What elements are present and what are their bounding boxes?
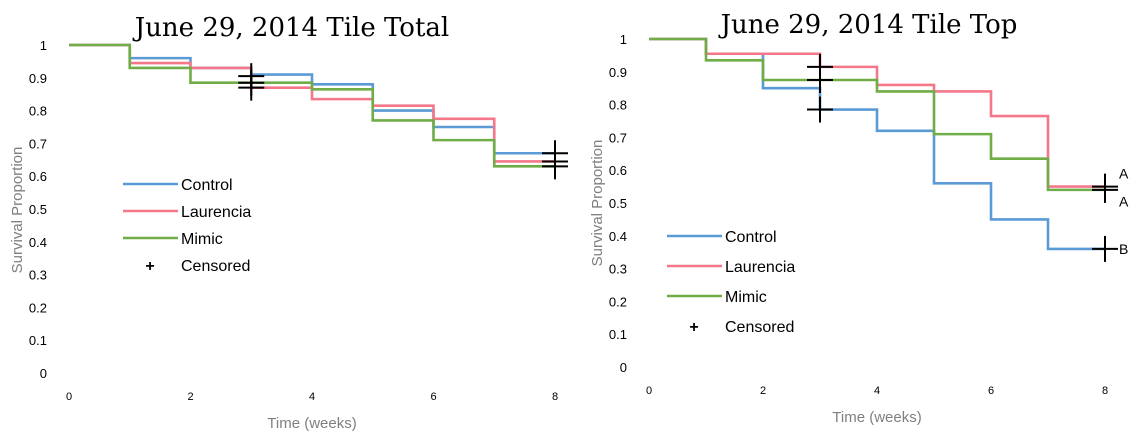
y-tick-label: 0.5 — [29, 202, 47, 217]
y-tick-labels: 0 0.1 0.2 0.3 0.4 0.5 0.6 0.7 0.8 0.9 1 — [29, 38, 47, 381]
x-tick-label: 0 — [66, 391, 72, 403]
legend-symbol: + — [145, 258, 154, 275]
chart-tile-total: June 29, 2014 Tile Total Survival Propor… — [9, 13, 568, 432]
x-tick-label: 4 — [874, 385, 880, 397]
legend-label: Mimic — [181, 231, 223, 248]
x-tick-label: 6 — [430, 391, 436, 403]
group-labels: AA B — [1119, 165, 1129, 256]
group-label: B — [1119, 241, 1128, 257]
x-tick-labels: 0 2 4 6 8 — [66, 391, 558, 403]
series-line-laurencia — [69, 43, 555, 163]
y-tick-label: 0 — [620, 360, 627, 375]
x-tick-label: 8 — [1102, 385, 1108, 397]
x-tick-label: 6 — [988, 385, 994, 397]
series-line-mimic — [69, 43, 555, 168]
censored-mark — [238, 74, 265, 101]
y-tick-label: 0 — [40, 366, 47, 381]
y-tick-label: 0.4 — [609, 229, 627, 244]
censored-mark — [542, 153, 568, 180]
y-tick-label: 0.8 — [609, 98, 627, 113]
y-axis-label: Survival Proportion — [589, 140, 606, 267]
censored-marks — [807, 53, 1118, 262]
censored-mark — [1092, 235, 1118, 262]
y-tick-label: 0.7 — [29, 136, 47, 151]
chart-title: June 29, 2014 Tile Top — [718, 10, 1018, 40]
legend-label: Laurencia — [181, 204, 251, 221]
chart-tile-top: June 29, 2014 Tile Top Survival Proporti… — [589, 10, 1129, 426]
y-tick-label: 1 — [620, 32, 627, 47]
x-axis-label: Time (weeks) — [832, 409, 921, 426]
legend-item-laurencia: Laurencia — [667, 259, 795, 276]
y-tick-label: 0.1 — [609, 327, 627, 342]
y-tick-label: 0.3 — [29, 268, 47, 283]
y-tick-label: 0.8 — [29, 104, 47, 119]
x-tick-labels: 0 2 4 6 8 — [646, 385, 1108, 397]
legend-item-laurencia: Laurencia — [123, 204, 251, 221]
legend-item-control: Control — [667, 229, 777, 246]
y-tick-label: 0.9 — [609, 65, 627, 80]
y-tick-label: 1 — [40, 38, 47, 53]
y-axis-label: Survival Proportion — [9, 147, 26, 274]
legend: Control Laurencia Mimic + Censored — [667, 229, 795, 336]
censored-mark — [807, 67, 833, 93]
series-lines — [69, 43, 555, 168]
x-tick-label: 2 — [187, 391, 193, 403]
censored-mark — [1092, 176, 1118, 203]
legend-label: Censored — [181, 258, 250, 275]
legend-label: Control — [181, 177, 233, 194]
legend-item-mimic: Mimic — [667, 289, 767, 306]
y-tick-label: 0.6 — [609, 163, 627, 178]
legend-item-control: Control — [123, 177, 233, 194]
y-tick-label: 0.3 — [609, 262, 627, 277]
legend-label: Mimic — [725, 289, 767, 306]
series-lines — [649, 37, 1105, 251]
x-tick-label: 2 — [760, 385, 766, 397]
legend-label: Laurencia — [725, 259, 795, 276]
legend-item-censored: + Censored — [689, 319, 794, 336]
y-tick-label: 0.5 — [609, 196, 627, 211]
series-line-control — [69, 43, 555, 155]
y-tick-label: 0.6 — [29, 169, 47, 184]
x-tick-label: 0 — [646, 385, 652, 397]
censored-mark — [807, 96, 833, 123]
x-tick-label: 8 — [552, 391, 558, 403]
y-tick-label: 0.2 — [609, 294, 627, 309]
chart-title: June 29, 2014 Tile Total — [132, 13, 449, 43]
legend-item-censored: + Censored — [145, 258, 250, 275]
legend-item-mimic: Mimic — [123, 231, 223, 248]
group-label: A — [1119, 165, 1129, 181]
series-line-mimic — [649, 37, 1105, 192]
y-tick-label: 0.2 — [29, 300, 47, 315]
group-label: A — [1119, 193, 1129, 209]
x-tick-label: 4 — [309, 391, 315, 403]
x-axis-label: Time (weeks) — [267, 415, 356, 432]
legend-label: Control — [725, 229, 777, 246]
y-tick-label: 0.4 — [29, 235, 47, 250]
y-tick-label: 0.1 — [29, 333, 47, 348]
legend-symbol: + — [689, 319, 698, 336]
legend-label: Censored — [725, 319, 794, 336]
legend: Control Laurencia Mimic + Censored — [123, 177, 251, 275]
censored-marks — [238, 63, 568, 180]
y-tick-label: 0.9 — [29, 71, 47, 86]
y-tick-labels: 0 0.1 0.2 0.3 0.4 0.5 0.6 0.7 0.8 0.9 1 — [609, 32, 627, 375]
y-tick-label: 0.7 — [609, 130, 627, 145]
